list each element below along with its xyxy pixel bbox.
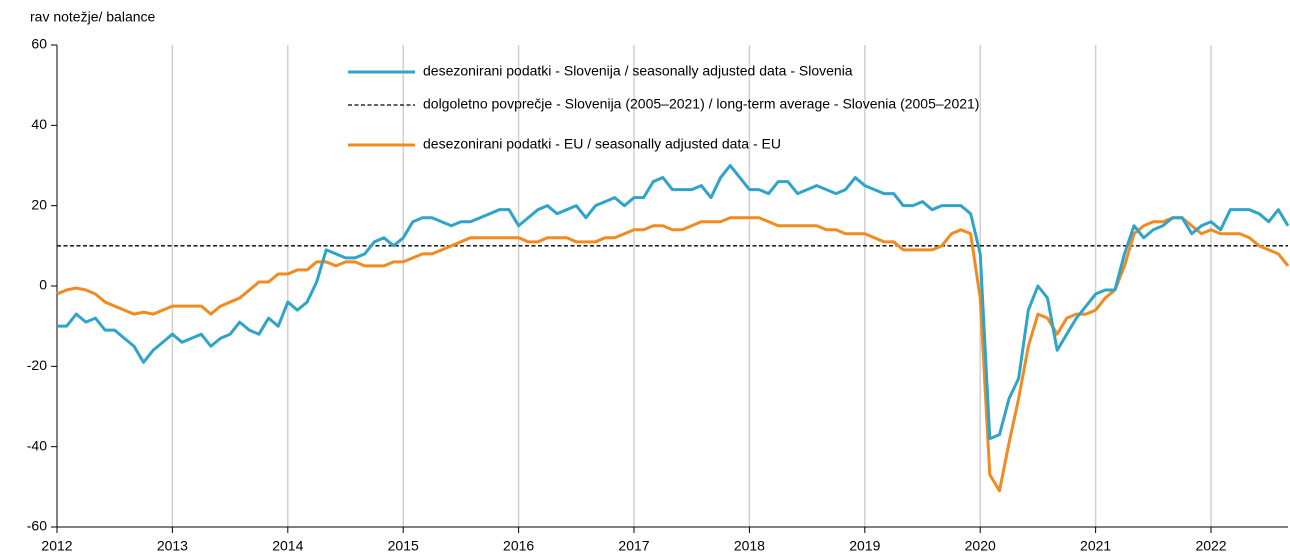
x-tick-label: 2020 bbox=[965, 538, 996, 554]
x-tick-label: 2013 bbox=[157, 538, 188, 554]
series-line bbox=[57, 164, 1290, 441]
x-tick-label: 2017 bbox=[618, 538, 649, 554]
legend-label: desezonirani podatki - Slovenija / seaso… bbox=[423, 63, 853, 79]
legend: desezonirani podatki - Slovenija / seaso… bbox=[348, 63, 979, 152]
grid: 2012 2013 2014 2015 2016 2017 2018 2019 2020 2021… bbox=[27, 36, 1288, 554]
y-axis-label: rav notežje/ balance bbox=[30, 9, 156, 25]
x-tick-label: 2022 bbox=[1195, 538, 1226, 554]
x-tick-label: 2014 bbox=[272, 538, 303, 554]
legend-label: desezonirani podatki - EU / seasonally a… bbox=[423, 136, 781, 152]
y-tick-label: 40 bbox=[31, 116, 47, 132]
series-line bbox=[56, 216, 1290, 493]
y-tick-label: -60 bbox=[27, 518, 47, 534]
x-tick-label: 2016 bbox=[503, 538, 534, 554]
legend-label: dolgoletno povprečje - Slovenija (2005–2… bbox=[423, 96, 979, 112]
y-tick-label: -40 bbox=[27, 437, 47, 453]
x-tick-label: 2018 bbox=[734, 538, 765, 554]
x-tick-label: 2021 bbox=[1080, 538, 1111, 554]
y-tick-label: 20 bbox=[31, 196, 47, 212]
y-tick-label: 0 bbox=[39, 277, 47, 293]
y-tick-label: 60 bbox=[31, 36, 47, 52]
plot bbox=[56, 164, 1290, 493]
x-tick-label: 2015 bbox=[388, 538, 419, 554]
y-tick-label: -20 bbox=[27, 357, 47, 373]
x-tick-label: 2012 bbox=[41, 538, 72, 554]
x-tick-label: 2019 bbox=[849, 538, 880, 554]
